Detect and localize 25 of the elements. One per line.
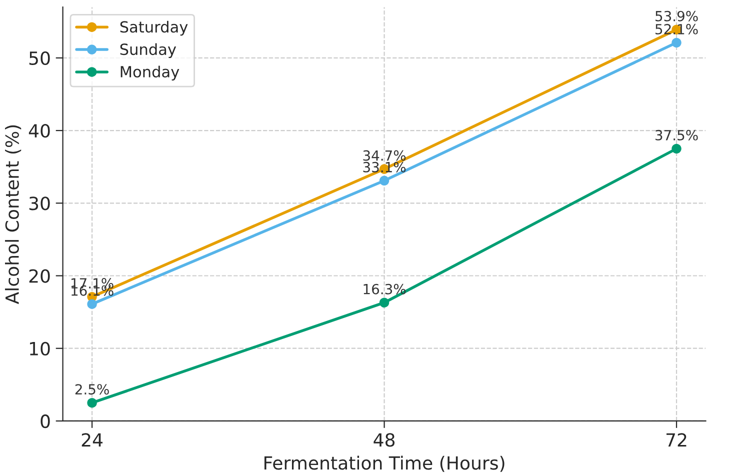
x-axis-title: Fermentation Time (Hours) [264, 456, 504, 472]
point [672, 144, 682, 154]
y-axis-title: Alcohol Content (%) [5, 125, 22, 304]
point [672, 38, 682, 48]
x-tick-label: 72 [666, 433, 686, 446]
x-tick-label: 48 [374, 433, 395, 447]
legend-label: Monday [120, 66, 180, 80]
y-tick-label: 20 [29, 269, 50, 283]
data-label: 16.3% [364, 284, 406, 294]
data-label: 37.5% [656, 130, 698, 140]
y-tick-label: 40 [28, 124, 50, 138]
x-tick-label: 24 [82, 433, 103, 446]
y-tick-label: 30 [29, 196, 50, 210]
data-label: 53.9% [656, 10, 698, 22]
point [379, 176, 390, 186]
legend-label: Saturday [120, 20, 188, 36]
y-tick-label: 50 [29, 51, 50, 66]
point [379, 298, 390, 308]
point [87, 398, 97, 408]
data-label: 2.5% [75, 384, 109, 395]
legend-label: Sunday [120, 43, 176, 58]
data-label: 34.7% [363, 150, 406, 161]
y-tick-label: 10 [30, 342, 50, 356]
point [87, 299, 97, 309]
y-tick-label: 0 [40, 414, 50, 428]
